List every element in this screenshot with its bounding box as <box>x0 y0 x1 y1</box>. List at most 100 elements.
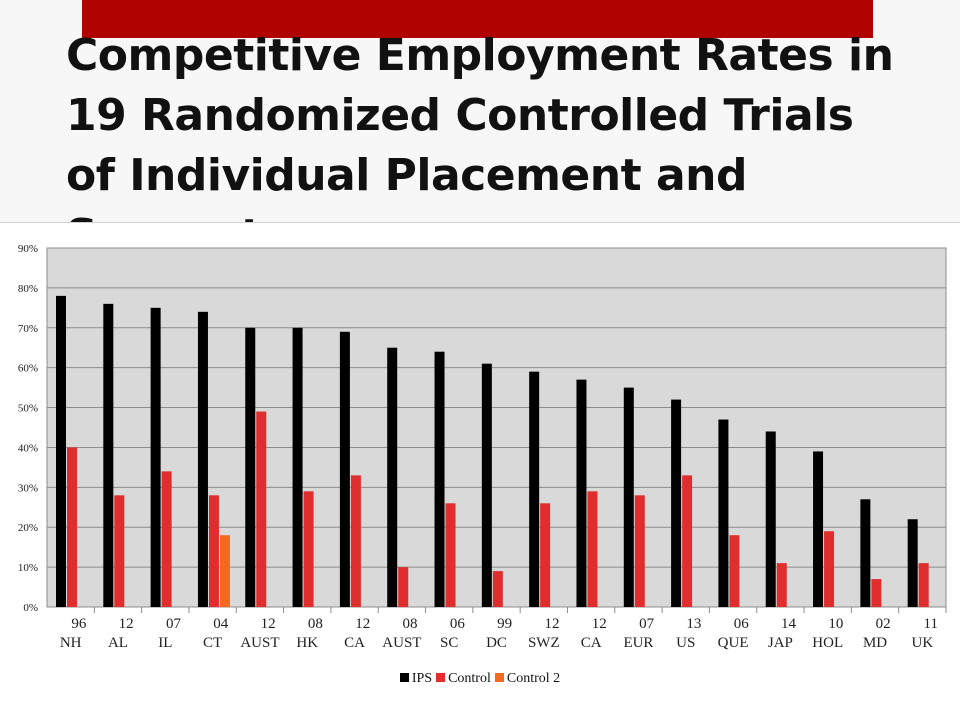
chart-legend: IPS Control Control 2 <box>0 671 960 687</box>
x-tick-year: 12 <box>261 616 276 632</box>
bar-ips <box>103 303 114 607</box>
bar-control <box>918 563 929 607</box>
bar-ips <box>481 363 492 607</box>
x-tick-year: 14 <box>781 616 797 632</box>
x-tick-site: CA <box>581 635 602 651</box>
x-tick-site: QUE <box>718 635 749 651</box>
bar-ips <box>529 371 540 607</box>
bar-ips <box>245 327 256 607</box>
legend-label: Control 2 <box>506 671 561 686</box>
x-tick-site: SWZ <box>528 635 560 651</box>
bar-ips <box>56 295 66 607</box>
x-tick-site: AUST <box>382 635 421 651</box>
bar-ips <box>860 499 871 607</box>
legend-swatch <box>399 673 409 682</box>
bar-chart: 0% 10% 20% 30% 40% 50% 60% 70% 80% 90% 96 NH 12 AL 07 I… <box>18 243 947 651</box>
legend-item: Control <box>436 671 491 687</box>
plot-background <box>46 247 947 608</box>
x-tick-site: DC <box>486 635 507 651</box>
x-tick-year: 99 <box>497 616 512 632</box>
bar-control <box>682 475 693 607</box>
bar-control <box>492 571 503 607</box>
x-tick-site: CT <box>203 635 222 651</box>
y-tick-label: 20% <box>18 522 38 534</box>
x-tick-site: UK <box>912 635 934 651</box>
y-tick-label: 10% <box>18 562 38 574</box>
x-tick-site: SC <box>440 635 458 651</box>
bar-control <box>587 491 598 607</box>
x-tick-year: 96 <box>71 616 87 632</box>
bar-ips <box>292 327 303 607</box>
x-tick-site: AUST <box>240 635 279 651</box>
x-tick-year: 11 <box>924 616 938 632</box>
chart-area: 0% 10% 20% 30% 40% 50% 60% 70% 80% 90% 96 NH 12 AL 07 I… <box>0 222 960 721</box>
x-tick-site: IL <box>158 635 172 651</box>
y-tick-label: 90% <box>18 243 38 255</box>
title-accent-bar <box>82 0 873 38</box>
bar-control <box>161 471 172 607</box>
y-tick-label: 0% <box>23 602 38 614</box>
bar-ips <box>434 351 445 607</box>
bar-ips <box>197 311 208 607</box>
x-tick-year: 08 <box>308 616 323 632</box>
x-tick-site: US <box>676 635 695 651</box>
x-tick-year: 12 <box>119 616 134 632</box>
x-tick-year: 12 <box>544 616 559 632</box>
bar-control <box>824 531 835 607</box>
bar-ips <box>718 419 729 607</box>
bar-ips <box>907 519 918 607</box>
y-tick-label: 70% <box>18 323 38 335</box>
x-tick-site: NH <box>60 635 82 651</box>
x-tick-year: 07 <box>639 616 655 632</box>
bar-control <box>256 411 267 607</box>
bar-control <box>776 563 787 607</box>
x-tick-site: HOL <box>812 635 843 651</box>
bar-control <box>208 495 219 607</box>
legend-swatch <box>494 673 504 682</box>
x-tick-year: 12 <box>592 616 607 632</box>
legend-item: IPS <box>399 671 433 687</box>
legend-label: Control <box>448 671 491 686</box>
x-tick-year: 04 <box>213 616 229 632</box>
bar-control <box>871 579 882 607</box>
bar-ips <box>339 331 350 607</box>
bar-control <box>114 495 125 607</box>
x-tick-year: 02 <box>876 616 891 632</box>
x-tick-site: HK <box>296 635 318 651</box>
x-tick-site: AL <box>108 635 128 651</box>
bar-control-2 <box>219 535 230 607</box>
y-tick-label: 60% <box>18 363 38 375</box>
bar-ips <box>150 307 161 607</box>
x-tick-year: 10 <box>828 616 843 632</box>
bar-ips <box>576 379 587 607</box>
x-tick-site: EUR <box>623 635 653 651</box>
x-tick-site: JAP <box>768 635 793 651</box>
x-tick-site: CA <box>344 635 365 651</box>
legend-swatch <box>436 673 446 682</box>
legend-label: IPS <box>411 671 433 686</box>
bar-control <box>540 503 551 607</box>
bar-ips <box>765 431 776 607</box>
bar-ips <box>623 387 634 607</box>
bar-ips <box>813 451 824 607</box>
bar-control <box>729 535 740 607</box>
x-tick-year: 06 <box>734 616 750 632</box>
bar-ips <box>671 399 682 607</box>
bar-control <box>398 567 409 607</box>
bar-control <box>634 495 645 607</box>
y-tick-label: 80% <box>18 283 38 295</box>
x-tick-site: MD <box>863 635 887 651</box>
bar-control <box>445 503 456 607</box>
x-tick-year: 06 <box>450 616 466 632</box>
bar-control <box>67 447 77 607</box>
x-tick-year: 12 <box>355 616 370 632</box>
bar-ips <box>387 347 398 607</box>
x-tick-year: 08 <box>403 616 418 632</box>
bar-control <box>303 491 314 607</box>
y-tick-label: 40% <box>18 442 38 454</box>
y-tick-label: 30% <box>18 482 38 494</box>
bar-control <box>350 475 361 607</box>
legend-item: Control 2 <box>494 671 561 687</box>
y-tick-label: 50% <box>18 403 38 415</box>
x-tick-year: 07 <box>166 616 182 632</box>
